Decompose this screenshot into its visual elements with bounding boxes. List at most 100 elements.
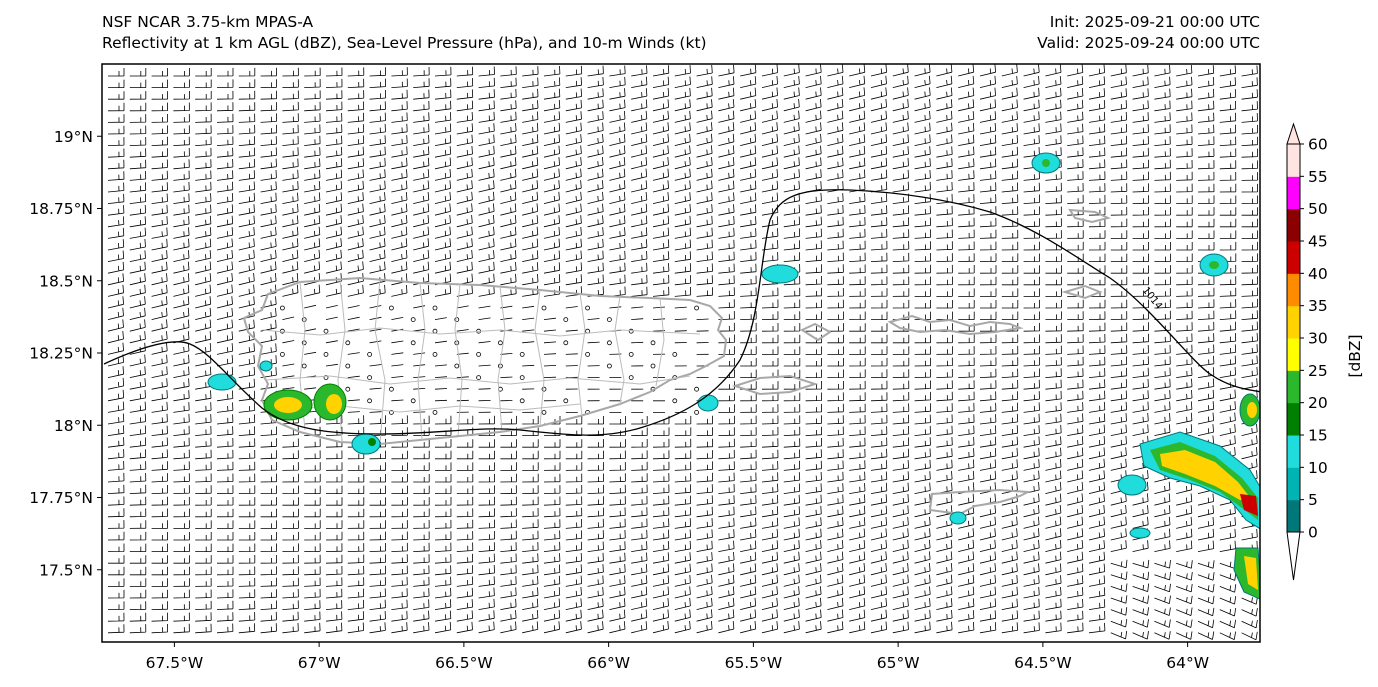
calm-wind-marker (432, 305, 438, 311)
run-times: Init: 2025-09-21 00:00 UTC Valid: 2025-0… (1037, 12, 1260, 54)
calm-wind-marker (563, 340, 569, 346)
colorbar-segment (1287, 273, 1300, 307)
lat-tick-label: 18.25°N (29, 345, 93, 363)
axis-ticks: 19°N 18.75°N 18.5°N 18.25°N 18°N 17.75°N 17.5°… (29, 128, 1209, 672)
colorbar-tick-label: 25 (1308, 362, 1328, 380)
coastlines (242, 208, 1111, 516)
colorbar-tick-label: 55 (1308, 168, 1328, 186)
colorbar-segment (1287, 370, 1300, 404)
colorbar-tick-label: 30 (1308, 330, 1328, 348)
colorbar-tick-label: 15 (1308, 427, 1328, 445)
calm-wind-marker (497, 340, 503, 346)
calm-wind-marker (301, 363, 307, 369)
colorbar-extend-bottom (1286, 531, 1301, 581)
calm-wind-marker (607, 363, 612, 369)
calm-wind-marker (279, 351, 285, 357)
colorbar-tick-label: 60 (1308, 136, 1328, 154)
calm-wind-marker (519, 351, 525, 357)
calm-wind-marker (279, 305, 285, 311)
calm-wind-marker (694, 409, 699, 415)
calm-wind-marker (628, 375, 634, 381)
culebra-coast (731, 374, 819, 396)
init-time: Init: 2025-09-21 00:00 UTC (1049, 13, 1260, 31)
vieques-coast (799, 322, 832, 342)
colorbar-segment (1287, 402, 1300, 436)
wind-barb-field (107, 64, 1258, 641)
lon-tick-label: 67°W (298, 654, 341, 672)
calm-wind-marker (410, 398, 416, 404)
calm-wind-marker (585, 305, 590, 311)
lon-tick-label: 66°W (587, 654, 630, 672)
lon-tick-label: 65.5°W (725, 654, 783, 672)
calm-wind-marker (388, 386, 394, 392)
calm-wind-marker (672, 351, 678, 357)
st-john-coast (1061, 284, 1103, 300)
lon-tick-label: 64.5°W (1014, 654, 1072, 672)
calm-wind-marker (323, 351, 329, 357)
calm-wind-marker (345, 386, 351, 392)
colorbar-tick-label: 35 (1308, 297, 1328, 315)
calm-wind-marker (323, 328, 329, 334)
calm-wind-marker (476, 351, 482, 357)
calm-wind-marker (672, 398, 678, 404)
calm-wind-marker (323, 375, 329, 381)
calm-wind-marker (541, 386, 547, 392)
calm-wind-marker (607, 317, 612, 323)
calm-wind-marker (410, 340, 416, 346)
map-title: NSF NCAR 3.75-km MPAS-A Reflectivity at … (102, 12, 707, 54)
calm-wind-marker (563, 317, 569, 323)
calm-wind-marker (541, 409, 547, 415)
calm-wind-marker (388, 409, 394, 415)
calm-wind-marker (410, 317, 416, 323)
colorbar-tick-label: 5 (1308, 491, 1318, 509)
lon-tick-label: 66.5°W (435, 654, 493, 672)
calm-wind-marker (345, 363, 351, 369)
calm-wind-marker (541, 305, 547, 311)
calm-wind-marker (519, 375, 525, 381)
calm-wind-marker (650, 363, 656, 369)
calm-wind-marker (367, 351, 373, 357)
calm-wind-marker (345, 340, 351, 346)
lat-tick-label: 18°N (54, 417, 93, 435)
colorbar-segment (1287, 338, 1300, 371)
lon-tick-label: 65°W (877, 654, 920, 672)
colorbar-segment (1287, 499, 1300, 533)
wind-barbs (107, 64, 1258, 641)
colorbar-tick-label: 45 (1308, 233, 1328, 251)
calm-wind-marker (388, 305, 394, 311)
colorbar-tick-label: 0 (1308, 524, 1318, 542)
calm-wind-marker (585, 351, 590, 357)
colorbar-segment (1287, 467, 1300, 501)
reflectivity-cells (207, 152, 1260, 600)
calm-wind-marker (694, 386, 699, 392)
calm-wind-marker (628, 328, 634, 334)
municipal-boundaries (261, 279, 701, 445)
calm-wind-marker (367, 398, 373, 404)
lat-tick-label: 17.5°N (39, 561, 93, 579)
colorbar-tick-label: 50 (1308, 200, 1328, 218)
tortola-coast (1068, 208, 1111, 224)
colorbar-segment (1287, 208, 1300, 242)
calm-wind-marker (628, 351, 634, 357)
colorbar-segment (1287, 176, 1300, 210)
st-thomas-coast (887, 314, 1024, 336)
calm-wind-marker (367, 375, 373, 381)
colorbar-tick-label: 40 (1308, 265, 1328, 283)
colorbar: 0 5 10 15 20 25 30 35 40 45 50 55 60 (1286, 122, 1328, 581)
puerto-rico-coast (242, 276, 728, 446)
map-background (102, 64, 1260, 642)
lat-tick-label: 19°N (54, 128, 93, 146)
lon-tick-label: 64°W (1166, 654, 1209, 672)
colorbar-label: [dBZ] (1346, 334, 1364, 377)
calm-wind-marker (519, 398, 525, 404)
colorbar-segment (1287, 144, 1300, 177)
calm-wind-marker (432, 409, 438, 415)
lat-tick-label: 18.75°N (29, 200, 93, 218)
calm-wind-marker (563, 398, 569, 404)
lon-tick-label: 67.5°W (146, 654, 204, 672)
colorbar-segment (1287, 305, 1300, 339)
colorbar-segment (1287, 435, 1300, 468)
colorbar-extend-top (1286, 122, 1301, 145)
calm-wind-marker (694, 305, 699, 311)
